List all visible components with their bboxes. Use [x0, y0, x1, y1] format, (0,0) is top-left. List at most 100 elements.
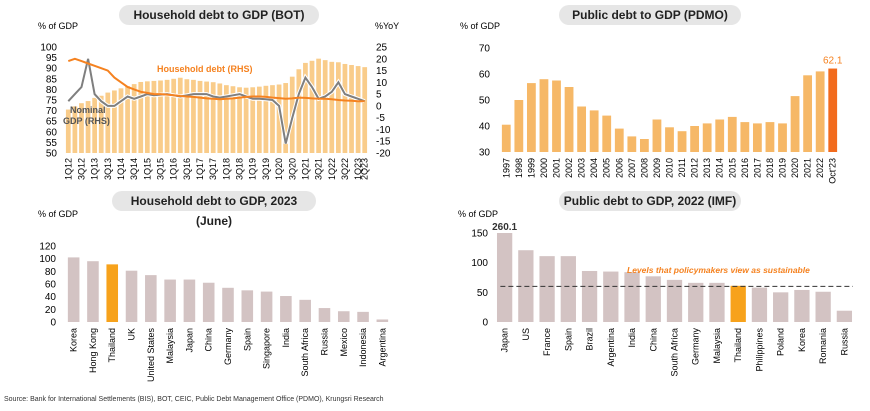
x-tick-label: 1Q23 — [353, 158, 363, 180]
country-bar — [624, 272, 640, 322]
x-tick-label: United States — [146, 328, 156, 383]
public-debt-bar — [803, 75, 813, 152]
household-debt-bar — [105, 92, 111, 153]
right-axis-unit: %YoY — [375, 21, 399, 31]
data-label: 62.1 — [823, 56, 843, 67]
x-tick-label: 1Q22 — [327, 158, 337, 180]
household-debt-bot-chart: % of GDP %YoY50556065707580859095100-20-1… — [38, 21, 399, 180]
x-tick-label: China — [204, 328, 214, 352]
x-tick-label: Singapore — [262, 328, 272, 369]
x-tick-label: 2020 — [790, 158, 800, 178]
x-tick-label: Oct'23 — [828, 158, 838, 184]
y-axis-unit: % of GDP — [38, 209, 78, 219]
y-axis-unit: % of GDP — [458, 209, 498, 219]
public-debt-bar — [702, 123, 712, 152]
right-tick-label: 15 — [376, 66, 388, 77]
left-tick-label: 80 — [46, 85, 58, 96]
y-tick-label: 80 — [45, 267, 57, 278]
y-axis-unit: % of GDP — [460, 21, 500, 31]
public-debt-bar — [727, 116, 737, 152]
y-tick-label: 50 — [479, 96, 491, 107]
left-tick-label: 100 — [40, 43, 57, 54]
x-tick-label: 1998 — [514, 158, 524, 178]
x-tick-label: 2008 — [639, 158, 649, 178]
public-debt-bar — [665, 127, 674, 152]
right-tick-label: 5 — [376, 90, 382, 101]
right-tick-label: 25 — [376, 43, 388, 54]
country-bar — [730, 285, 746, 322]
x-tick-label: 2014 — [715, 158, 725, 178]
public-debt-bar — [526, 83, 536, 152]
x-tick-label: Russia — [319, 328, 329, 356]
public-debt-bar — [564, 87, 574, 152]
x-tick-label: 3Q22 — [340, 158, 350, 180]
household-debt-bar — [204, 81, 209, 153]
public-debt-bar — [815, 71, 825, 152]
household-debt-bar — [191, 79, 196, 153]
y-tick-label: 150 — [471, 229, 488, 240]
public-debt-pdmo-title: Public debt to GDP (PDMO) — [559, 5, 741, 25]
right-tick-label: 10 — [376, 78, 388, 89]
left-tick-label: 95 — [46, 53, 58, 64]
public-debt-bar — [740, 122, 750, 152]
x-tick-label: 1997 — [501, 158, 511, 178]
x-tick-label: Romania — [818, 328, 828, 364]
public-debt-bar — [828, 68, 838, 152]
public-debt-bar — [752, 123, 762, 152]
y-tick-label: 70 — [479, 44, 491, 55]
x-tick-label: Russia — [839, 328, 849, 356]
x-tick-label: US — [521, 328, 531, 341]
x-tick-label: 3Q13 — [103, 158, 113, 180]
x-tick-label: 3Q12 — [76, 158, 86, 180]
x-tick-label: Japan — [184, 328, 194, 353]
left-tick-label: 60 — [46, 127, 58, 138]
x-tick-label: Argentina — [377, 328, 387, 367]
household-debt-bar — [303, 62, 308, 153]
country-bar — [666, 279, 683, 322]
right-tick-label: 20 — [376, 54, 388, 65]
x-tick-label: 2015 — [727, 158, 737, 178]
x-tick-label: 3Q17 — [208, 158, 218, 180]
y-tick-label: 60 — [45, 280, 57, 291]
x-tick-label: Argentina — [606, 328, 616, 367]
right-tick-label: -10 — [376, 125, 391, 136]
public-debt-bar — [539, 79, 549, 152]
x-tick-label: Poland — [776, 328, 786, 356]
y-tick-label: 30 — [479, 148, 491, 159]
country-bar — [603, 271, 619, 322]
household-debt-bar — [362, 67, 368, 153]
x-tick-label: 3Q21 — [314, 158, 324, 180]
x-tick-label: 2003 — [577, 158, 587, 178]
household-debt-bar — [138, 81, 144, 153]
public-debt-bar — [514, 100, 524, 152]
x-tick-label: Indonesia — [358, 328, 368, 367]
household-debt-bar — [263, 85, 269, 153]
household-debt-bar — [243, 87, 249, 153]
x-tick-label: Spain — [242, 328, 252, 351]
x-tick-label: Germany — [691, 328, 701, 366]
household-debt-bar — [210, 82, 216, 153]
country-bar — [773, 292, 789, 322]
country-bar — [836, 310, 853, 322]
household-debt-bar — [224, 85, 229, 153]
x-tick-label: UK — [127, 328, 137, 341]
household-debt-bar — [98, 95, 104, 153]
x-tick-label: 2018 — [765, 158, 775, 178]
x-tick-label: 2012 — [690, 158, 700, 178]
country-bar — [337, 311, 350, 322]
sustainable-level-label: Levels that policymakers view as sustain… — [627, 265, 810, 275]
public-debt-bar — [765, 122, 775, 152]
x-tick-label: 3Q16 — [182, 158, 192, 180]
x-tick-label: 1Q20 — [274, 158, 284, 180]
data-label: 260.1 — [492, 222, 517, 233]
x-tick-label: 1Q13 — [90, 158, 100, 180]
x-tick-label: 2004 — [589, 158, 599, 178]
x-tick-label: Korea — [797, 328, 807, 352]
x-tick-label: 3Q20 — [287, 158, 297, 180]
left-tick-label: 65 — [46, 117, 58, 128]
public-debt-bar — [602, 115, 612, 152]
household-debt-bar — [270, 85, 275, 153]
x-tick-label: 2021 — [803, 158, 813, 178]
x-tick-label: 2017 — [752, 158, 762, 178]
household-debt-bar — [118, 88, 124, 153]
